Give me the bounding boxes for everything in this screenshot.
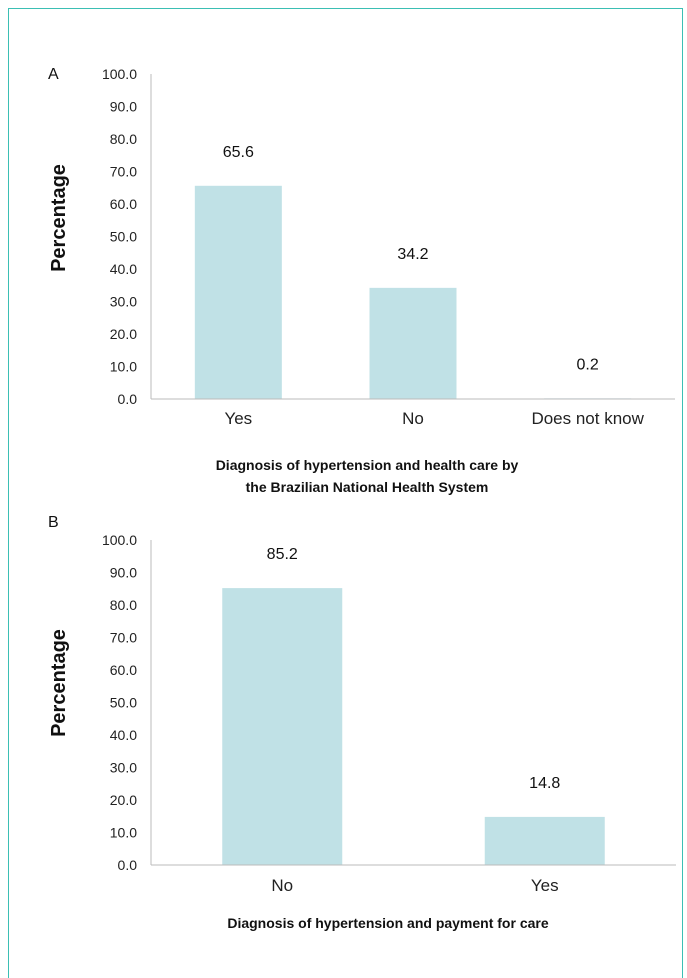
y-tick-label: 40.0 (110, 727, 137, 743)
category-label: No (402, 409, 424, 428)
y-tick-label: 80.0 (110, 131, 137, 147)
panel-label-a: A (48, 66, 59, 83)
y-tick-label: 30.0 (110, 760, 137, 776)
y-tick-label: 0.0 (118, 391, 138, 407)
y-tick-label: 90.0 (110, 565, 137, 581)
y-ticks-a: 0.0 10.0 20.0 30.0 40.0 50.0 60.0 70.0 80.0 90.0 1… (102, 66, 137, 407)
y-tick-label: 70.0 (110, 630, 137, 646)
y-tick-label: 60.0 (110, 662, 137, 678)
bar-yes (194, 185, 282, 399)
category-label: Yes (224, 409, 252, 428)
category-label: Does not know (531, 409, 644, 428)
category-labels-b: No Yes (271, 876, 558, 895)
category-label: No (271, 876, 293, 895)
panel-label-b: B (48, 514, 59, 531)
y-tick-label: 50.0 (110, 695, 137, 711)
y-tick-label: 10.0 (110, 825, 137, 841)
bars-a: 65.6 34.2 0.2 (194, 144, 632, 399)
data-label: 85.2 (267, 546, 298, 563)
figure-frame (8, 8, 683, 978)
y-tick-label: 80.0 (110, 597, 137, 613)
y-tick-label: 100.0 (102, 66, 137, 82)
y-tick-label: 10.0 (110, 359, 137, 375)
y-tick-label: 20.0 (110, 326, 137, 342)
y-tick-label: 90.0 (110, 99, 137, 115)
chart-b: B Percentage 0.0 10.0 20.0 30.0 40.0 50.0 60.0… (48, 514, 676, 931)
y-tick-label: 100.0 (102, 532, 137, 548)
y-tick-label: 50.0 (110, 229, 137, 245)
x-axis-label-a-line2: the Brazilian National Health System (246, 479, 489, 495)
y-ticks-b: 0.0 10.0 20.0 30.0 40.0 50.0 60.0 70.0 80.0 90.0 1… (102, 532, 137, 873)
chart-a: A Percentage 0.0 10.0 20.0 30.0 40.0 50.0 60.0… (48, 66, 675, 495)
data-label: 0.2 (577, 356, 599, 373)
data-label: 14.8 (529, 775, 560, 792)
y-tick-label: 20.0 (110, 792, 137, 808)
y-tick-label: 40.0 (110, 261, 137, 277)
category-labels-a: Yes No Does not know (224, 409, 644, 428)
x-axis-label-a-line1: Diagnosis of hypertension and health car… (216, 457, 519, 473)
bar-no (369, 287, 457, 399)
category-label: Yes (531, 876, 559, 895)
bar-yes (484, 816, 605, 865)
y-tick-label: 30.0 (110, 294, 137, 310)
y-tick-label: 70.0 (110, 164, 137, 180)
y-tick-label: 60.0 (110, 196, 137, 212)
y-axis-label-b: Percentage (48, 629, 70, 737)
bar-no (222, 588, 343, 865)
bars-b: 85.2 14.8 (222, 546, 605, 865)
x-axis-label-b: Diagnosis of hypertension and payment fo… (227, 915, 549, 931)
y-axis-label-a: Percentage (48, 164, 70, 272)
data-label: 34.2 (397, 246, 428, 263)
data-label: 65.6 (223, 144, 254, 161)
y-tick-label: 0.0 (118, 857, 138, 873)
